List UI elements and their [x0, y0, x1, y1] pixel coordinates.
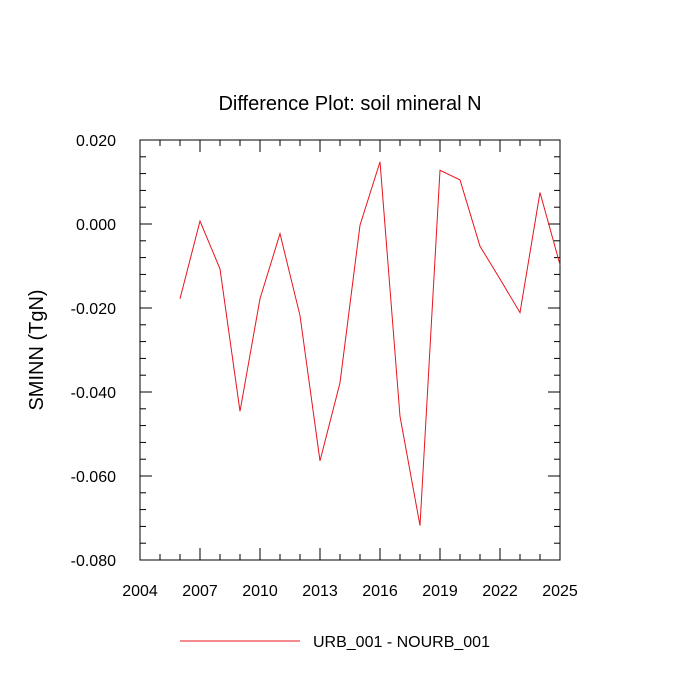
x-tick-label: 2004 [122, 583, 158, 600]
x-tick-label: 2022 [482, 583, 518, 600]
y-tick-label: 0.020 [76, 133, 116, 150]
x-tick-label: 2016 [362, 583, 398, 600]
x-tick-label: 2013 [302, 583, 338, 600]
x-tick-label: 2019 [422, 583, 458, 600]
legend: URB_001 - NOURB_001 [180, 634, 490, 651]
y-tick-label: -0.060 [71, 469, 116, 486]
minor-ticks [140, 140, 560, 560]
y-tick-label: -0.040 [71, 385, 116, 402]
y-tick-label: 0.000 [76, 217, 116, 234]
x-tick-label: 2007 [182, 583, 218, 600]
chart-title: Difference Plot: soil mineral N [218, 93, 481, 115]
plot-frame [139, 139, 561, 561]
x-tick-label: 2010 [242, 583, 278, 600]
series-line [179, 161, 561, 526]
x-tick-label: 2025 [542, 583, 578, 600]
x-tick-labels: 2004 2007 2010 2013 2016 2019 2022 2025 [122, 583, 578, 600]
legend-label: URB_001 - NOURB_001 [313, 634, 490, 651]
y-tick-label: -0.080 [71, 553, 116, 570]
series-layer [179, 161, 561, 526]
plot-border [139, 139, 561, 561]
major-ticks [139, 139, 561, 561]
y-axis-label: SMINN (TgN) [26, 289, 48, 410]
y-tick-label: -0.020 [71, 301, 116, 318]
y-tick-labels: -0.080 -0.060 -0.040 -0.020 0.000 0.020 [71, 133, 116, 570]
